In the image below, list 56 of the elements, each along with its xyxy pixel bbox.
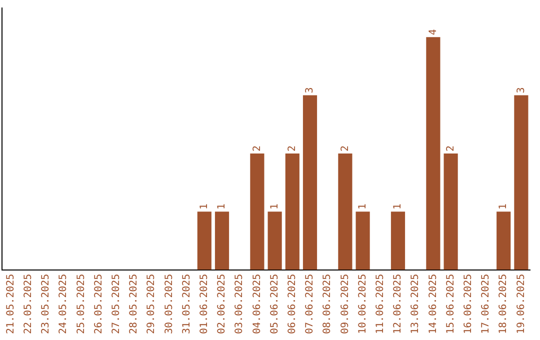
data-label: 4 [428,29,439,36]
x-tick-label: 17.06.2025 [480,274,492,334]
x-tick-label: 11.06.2025 [374,274,386,334]
x-tick-label: 06.06.2025 [286,274,298,334]
data-label: 1 [269,204,280,210]
x-tick-label: 27.05.2025 [110,274,122,334]
x-tick-label: 10.06.2025 [357,274,368,334]
bar [356,212,370,270]
x-tick-label: 07.06.2025 [304,274,316,334]
bar [214,212,230,270]
data-label: 2 [252,145,263,152]
bar [496,212,511,270]
data-label: 1 [392,204,404,210]
x-tick-label: 02.06.2025 [216,274,228,334]
bar [285,153,300,270]
data-label: 2 [340,145,351,152]
x-tick-label: 29.05.2025 [146,274,158,334]
data-label: 1 [357,204,368,210]
bar [302,95,318,270]
x-tick-label: 03.06.2025 [234,274,246,334]
bar [338,153,352,270]
x-tick-label: 05.06.2025 [269,274,280,334]
x-tick-label: 31.05.2025 [181,274,192,334]
bar [250,153,264,270]
x-tick-label: 25.05.2025 [76,274,87,334]
x-tick-label: 19.06.2025 [516,274,527,334]
data-label: 1 [216,204,228,210]
x-tick-label: 18.06.2025 [498,274,510,334]
x-tick-label: 09.06.2025 [340,274,351,334]
x-tick-label: 24.05.2025 [58,274,70,334]
data-label: 1 [198,204,210,210]
bar [268,212,282,270]
bar [197,212,212,270]
data-label: 3 [516,87,527,94]
x-tick-label: 26.05.2025 [93,274,104,334]
data-label: 3 [304,87,316,94]
bar [390,212,406,270]
x-tick-label: 21.05.2025 [5,274,16,334]
x-tick-label: 23.05.2025 [40,274,52,334]
x-tick-label: 15.06.2025 [445,274,456,334]
x-tick-label: 04.06.2025 [252,274,263,334]
x-tick-label: 14.06.2025 [428,274,439,334]
x-tick-label: 01.06.2025 [198,274,210,334]
x-tick-label: 12.06.2025 [392,274,404,334]
data-label: 2 [286,145,298,152]
bar [444,153,458,270]
x-tick-label: 28.05.2025 [128,274,140,334]
data-label: 1 [498,204,510,210]
bar [426,37,440,270]
bar [514,95,528,270]
x-tick-label: 22.05.2025 [22,274,34,334]
data-label: 2 [445,145,456,152]
x-tick-label: 08.06.2025 [322,274,334,334]
x-tick-label: 30.05.2025 [164,274,175,334]
x-tick-label: 16.06.2025 [462,274,474,334]
x-tick-label: 13.06.2025 [410,274,422,334]
